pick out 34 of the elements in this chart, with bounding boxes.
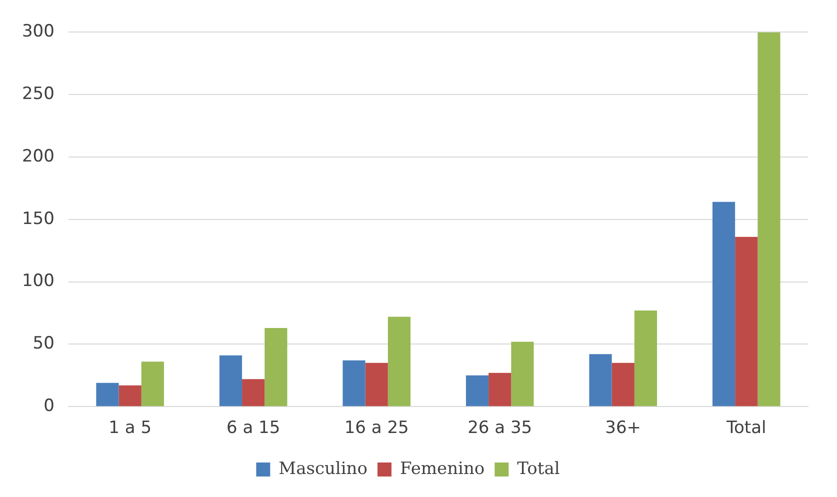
x-tick-label: Total: [726, 418, 766, 438]
y-tick-label: 50: [32, 334, 54, 354]
legend-label: Femenino: [400, 458, 485, 479]
bar: [242, 379, 265, 406]
x-tick-label: 16 a 25: [344, 418, 409, 438]
y-tick-label: 150: [22, 208, 54, 229]
bar: [342, 360, 366, 406]
bar: [141, 362, 164, 406]
x-tick-label: 6 a 15: [226, 418, 280, 438]
bar: [365, 362, 388, 406]
bar: [219, 355, 242, 406]
bar: [612, 362, 634, 406]
y-tick-label: 250: [22, 84, 54, 104]
y-tick-label: 200: [22, 146, 54, 166]
y-tick-label: 0: [44, 396, 54, 416]
bar: [589, 354, 612, 406]
bar: [758, 32, 780, 406]
x-tick-label: 26 a 35: [468, 418, 532, 438]
bar: [264, 328, 288, 406]
bar: [488, 372, 512, 406]
legend-label: Masculino: [278, 458, 368, 479]
legend-label: Total: [517, 458, 560, 479]
bar: [118, 385, 142, 406]
bar: [735, 236, 758, 406]
bar: [96, 382, 119, 406]
bar: [712, 202, 736, 406]
bar: [388, 316, 410, 406]
bar: [634, 310, 658, 406]
bar: [466, 375, 489, 406]
bar: [511, 342, 534, 406]
y-tick-label: 300: [22, 22, 54, 42]
x-tick-label: 1 a 5: [108, 418, 152, 438]
x-tick-label: 36+: [605, 418, 642, 438]
y-tick-label: 100: [22, 271, 54, 292]
